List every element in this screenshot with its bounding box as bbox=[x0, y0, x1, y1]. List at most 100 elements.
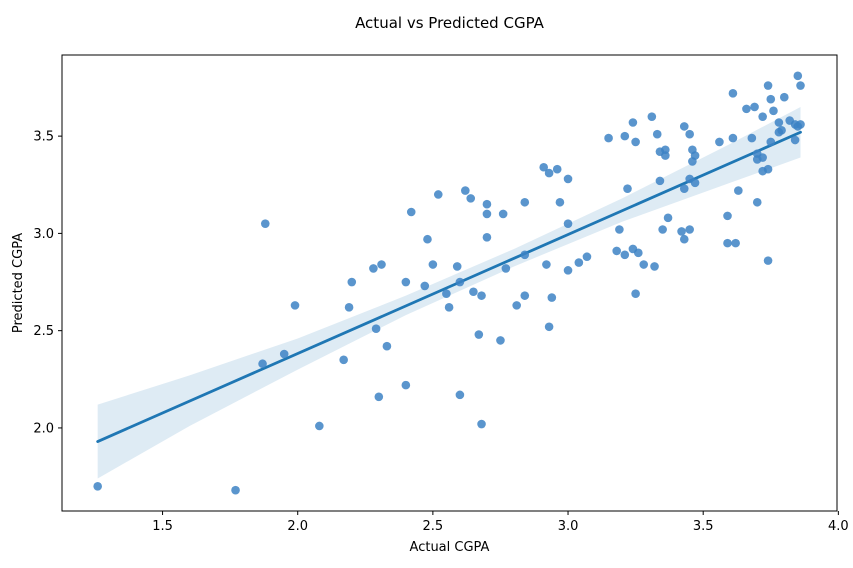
scatter-point bbox=[290, 301, 300, 310]
scatter-point bbox=[369, 264, 378, 273]
x-tick-label: 2.5 bbox=[423, 519, 444, 534]
scatter-point bbox=[279, 349, 289, 359]
scatter-point bbox=[647, 112, 657, 121]
scatter-point bbox=[520, 250, 530, 260]
scatter-point bbox=[498, 209, 508, 219]
y-tick-label: 3.5 bbox=[33, 130, 54, 145]
scatter-point bbox=[796, 120, 805, 129]
scatter-point bbox=[604, 133, 613, 143]
scatter-point bbox=[663, 213, 673, 223]
scatter-point bbox=[420, 281, 430, 291]
scatter-point bbox=[752, 197, 762, 207]
x-tick-label: 4.0 bbox=[828, 519, 849, 534]
scatter-point bbox=[428, 260, 438, 269]
scatter-point bbox=[474, 330, 484, 339]
scatter-point bbox=[779, 92, 789, 102]
scatter-point bbox=[731, 238, 740, 248]
scatter-point bbox=[520, 197, 530, 207]
scatter-point bbox=[634, 248, 643, 258]
scatter-point bbox=[769, 106, 778, 116]
scatter-point bbox=[655, 176, 665, 186]
scatter-point bbox=[477, 291, 486, 300]
scatter-point bbox=[750, 102, 759, 112]
scatter-point bbox=[547, 293, 557, 302]
scatter-point bbox=[688, 157, 697, 166]
scatter-point bbox=[620, 131, 630, 141]
scatter-point bbox=[555, 197, 565, 207]
scatter-point bbox=[763, 164, 773, 174]
scatter-point bbox=[482, 209, 492, 219]
scatter-point bbox=[790, 135, 800, 145]
scatter-point bbox=[774, 127, 784, 137]
scatter-point bbox=[723, 238, 732, 248]
scatter-point bbox=[652, 129, 662, 139]
scatter-point bbox=[347, 277, 357, 287]
scatter-point bbox=[758, 153, 767, 162]
scatter-point bbox=[258, 359, 267, 369]
scatter-point bbox=[639, 260, 649, 269]
scatter-point bbox=[442, 289, 451, 298]
scatter-point bbox=[728, 89, 738, 98]
scatter-point bbox=[461, 186, 470, 195]
scatter-point bbox=[501, 264, 511, 273]
scatter-point bbox=[690, 178, 700, 188]
scatter-point bbox=[685, 129, 694, 139]
scatter-point bbox=[563, 174, 573, 184]
scatter-point bbox=[423, 234, 432, 244]
scatter-point bbox=[677, 227, 686, 236]
scatter-point bbox=[563, 266, 573, 275]
scatter-point bbox=[796, 81, 805, 90]
x-axis-label: Actual CGPA bbox=[410, 540, 490, 555]
scatter-point bbox=[406, 207, 416, 217]
scatter-point bbox=[742, 104, 751, 114]
scatter-point bbox=[679, 122, 689, 131]
scatter-point bbox=[455, 390, 465, 400]
scatter-point bbox=[685, 225, 694, 234]
scatter-point bbox=[401, 380, 411, 390]
scatter-point bbox=[774, 118, 784, 127]
scatter-point bbox=[339, 355, 348, 365]
x-tick-label: 2.0 bbox=[287, 519, 308, 534]
scatter-point bbox=[734, 186, 743, 195]
scatter-point bbox=[371, 324, 381, 334]
scatter-point bbox=[758, 112, 767, 121]
scatter-point bbox=[542, 260, 551, 269]
y-tick-label: 3.0 bbox=[33, 227, 54, 242]
y-axis-label: Predicted CGPA bbox=[11, 233, 26, 333]
scatter-point bbox=[747, 133, 757, 143]
scatter-point bbox=[563, 219, 573, 228]
scatter-point bbox=[582, 252, 592, 262]
scatter-point bbox=[766, 94, 776, 104]
scatter-point bbox=[763, 256, 773, 265]
scatter-point bbox=[679, 184, 689, 193]
scatter-point bbox=[455, 277, 465, 287]
scatter-point bbox=[539, 162, 549, 172]
scatter-point bbox=[452, 262, 462, 271]
scatter-point bbox=[444, 303, 454, 312]
scatter-point bbox=[650, 262, 659, 271]
scatter-point bbox=[477, 419, 486, 429]
scatter-point bbox=[574, 258, 584, 267]
scatter-point bbox=[401, 277, 411, 287]
scatter-point bbox=[482, 232, 492, 242]
scatter-point bbox=[512, 301, 521, 310]
scatter-point bbox=[715, 137, 724, 147]
plot-border bbox=[61, 54, 838, 512]
scatter-point bbox=[763, 81, 773, 90]
scatter-point bbox=[723, 211, 732, 221]
scatter-point bbox=[766, 137, 776, 147]
scatter-point bbox=[620, 250, 630, 260]
scatter-point bbox=[552, 164, 562, 174]
scatter-point bbox=[377, 260, 386, 269]
scatter-point bbox=[793, 71, 803, 81]
scatter-point bbox=[544, 322, 554, 332]
scatter-point bbox=[93, 481, 102, 491]
x-tick-label: 3.5 bbox=[693, 519, 714, 534]
x-tick-label: 1.5 bbox=[152, 519, 173, 534]
regression-line bbox=[96, 130, 802, 443]
scatter-point bbox=[661, 151, 670, 160]
y-tick-label: 2.0 bbox=[33, 421, 54, 436]
scatter-point bbox=[628, 118, 638, 127]
